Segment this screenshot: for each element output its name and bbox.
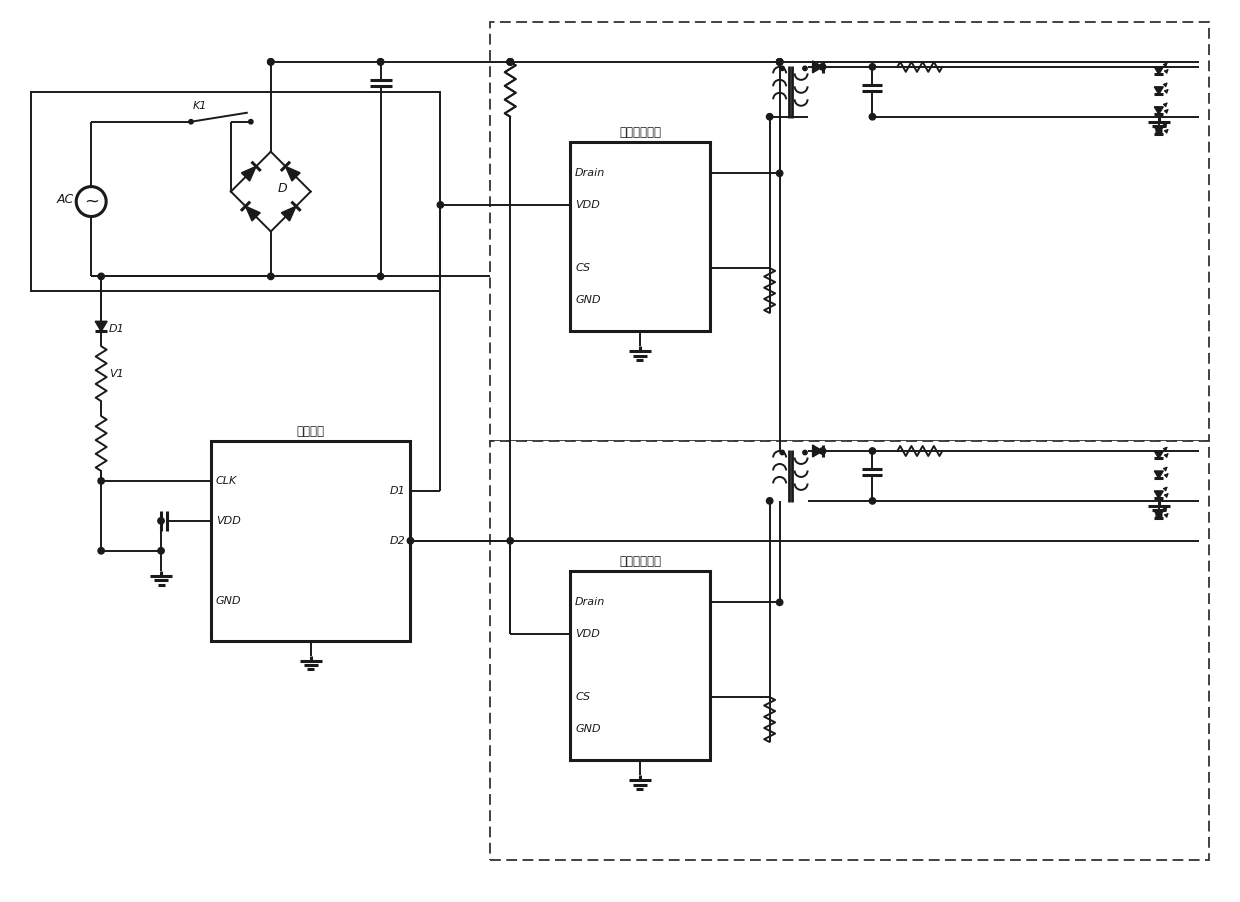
Circle shape <box>780 450 785 455</box>
Polygon shape <box>1154 67 1163 74</box>
Circle shape <box>766 114 773 120</box>
Circle shape <box>157 518 164 524</box>
Text: GND: GND <box>575 723 600 733</box>
Text: VDD: VDD <box>575 200 600 210</box>
Polygon shape <box>285 166 300 181</box>
Text: VDD: VDD <box>575 629 600 639</box>
Polygon shape <box>1154 491 1163 499</box>
Circle shape <box>869 64 875 70</box>
Circle shape <box>377 273 383 280</box>
Text: D1: D1 <box>389 486 405 496</box>
Circle shape <box>407 538 414 544</box>
Circle shape <box>507 59 513 65</box>
Circle shape <box>776 59 782 65</box>
Text: GND: GND <box>575 295 600 305</box>
Circle shape <box>780 66 785 70</box>
Circle shape <box>776 170 782 177</box>
Text: K1: K1 <box>193 101 207 111</box>
Circle shape <box>776 59 782 65</box>
Polygon shape <box>1154 126 1163 134</box>
Circle shape <box>98 273 104 280</box>
Polygon shape <box>812 60 822 73</box>
Text: Drain: Drain <box>575 169 605 179</box>
Polygon shape <box>95 321 107 331</box>
Text: GND: GND <box>216 595 242 605</box>
Polygon shape <box>1154 471 1163 478</box>
Text: 恒流驱动部分: 恒流驱动部分 <box>619 125 661 139</box>
Circle shape <box>776 59 782 65</box>
Bar <box>570 142 709 331</box>
Polygon shape <box>1154 106 1163 115</box>
Circle shape <box>766 498 773 504</box>
Text: ~: ~ <box>83 192 99 210</box>
Text: 恒流驱动部分: 恒流驱动部分 <box>619 555 661 567</box>
Circle shape <box>268 59 274 65</box>
Bar <box>490 441 1209 861</box>
Circle shape <box>377 59 383 65</box>
Text: AC: AC <box>57 193 74 206</box>
Circle shape <box>507 59 513 65</box>
Polygon shape <box>246 207 260 221</box>
Polygon shape <box>1154 87 1163 95</box>
Circle shape <box>869 114 875 120</box>
Circle shape <box>820 447 826 455</box>
Polygon shape <box>281 207 296 221</box>
Polygon shape <box>812 445 822 457</box>
Circle shape <box>507 538 513 544</box>
Text: CS: CS <box>575 692 590 702</box>
Circle shape <box>377 59 383 65</box>
Bar <box>490 22 1209 441</box>
Circle shape <box>438 202 444 208</box>
Circle shape <box>869 447 875 455</box>
Circle shape <box>776 599 782 605</box>
Polygon shape <box>1154 451 1163 458</box>
Polygon shape <box>1154 511 1163 519</box>
Circle shape <box>249 120 253 124</box>
Bar <box>31 92 440 291</box>
Text: CS: CS <box>575 263 590 273</box>
Text: D1: D1 <box>109 325 125 335</box>
Text: CLK: CLK <box>216 476 237 486</box>
Circle shape <box>869 498 875 504</box>
Text: V1: V1 <box>109 369 124 379</box>
Circle shape <box>802 450 807 455</box>
Circle shape <box>802 66 807 70</box>
Bar <box>570 571 709 760</box>
Polygon shape <box>242 166 257 181</box>
Circle shape <box>776 59 782 65</box>
Circle shape <box>507 59 513 65</box>
Circle shape <box>157 548 164 554</box>
Circle shape <box>820 64 826 70</box>
Circle shape <box>268 273 274 280</box>
Circle shape <box>188 120 193 124</box>
Text: Drain: Drain <box>575 597 605 607</box>
Circle shape <box>268 59 274 65</box>
Circle shape <box>98 478 104 484</box>
Text: 色温芯片: 色温芯片 <box>296 425 325 438</box>
Bar <box>211 441 410 640</box>
Text: D: D <box>278 182 288 195</box>
Circle shape <box>507 59 513 65</box>
Text: VDD: VDD <box>216 516 241 526</box>
Circle shape <box>98 548 104 554</box>
Text: D2: D2 <box>389 536 405 546</box>
